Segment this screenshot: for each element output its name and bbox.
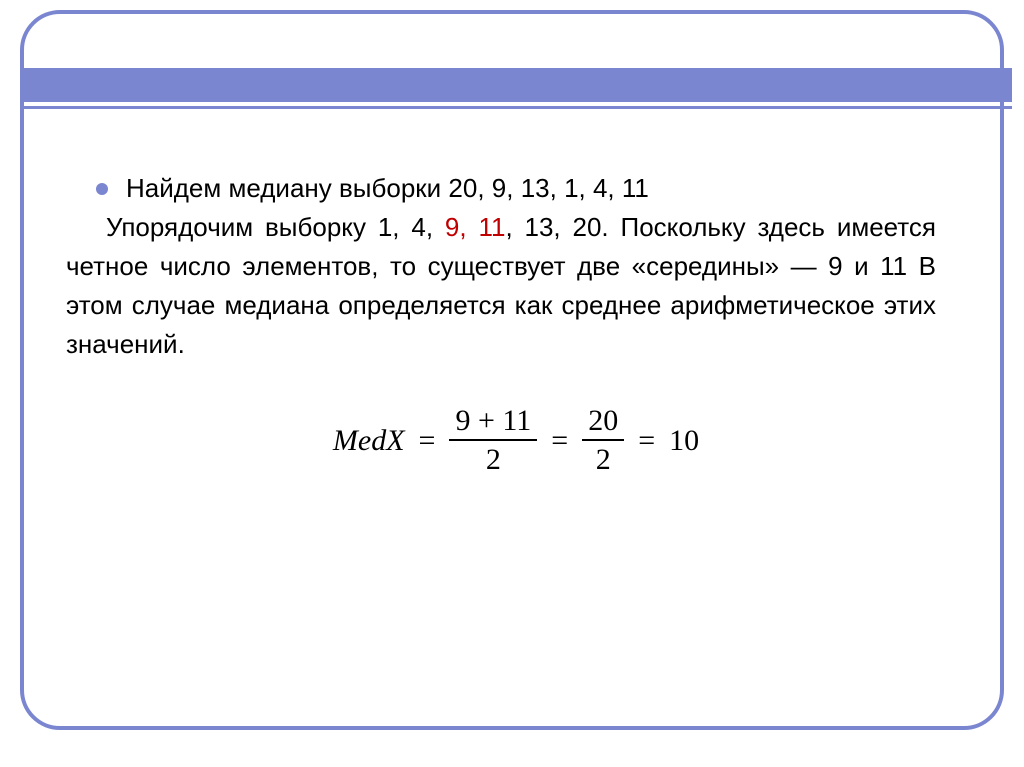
formula: MedX = 9 + 11 2 = 20 2 = 10	[96, 404, 936, 476]
frac1-num: 9 + 11	[449, 404, 537, 441]
content-area: Найдем медиану выборки 20, 9, 13, 1, 4, …	[96, 169, 936, 476]
fraction-2: 20 2	[582, 404, 624, 476]
eq-3: =	[634, 418, 659, 463]
frac2-den: 2	[596, 441, 611, 476]
eq-1: =	[415, 418, 440, 463]
para-highlight: 9, 11	[445, 212, 506, 242]
slide-frame: Найдем медиану выборки 20, 9, 13, 1, 4, …	[20, 10, 1004, 730]
eq-2: =	[547, 418, 572, 463]
formula-result: 10	[669, 418, 699, 463]
frac2-num: 20	[582, 404, 624, 441]
bullet-dot-icon	[96, 183, 108, 195]
header-bar	[20, 68, 1012, 102]
para-part1: Упорядочим выборку 1, 4,	[106, 212, 445, 242]
fraction-1: 9 + 11 2	[449, 404, 537, 476]
formula-inner: MedX = 9 + 11 2 = 20 2 = 10	[333, 404, 699, 476]
header-underline	[20, 106, 1012, 109]
frac1-den: 2	[486, 441, 501, 476]
bullet-item: Найдем медиану выборки 20, 9, 13, 1, 4, …	[96, 169, 936, 208]
bullet-text: Найдем медиану выборки 20, 9, 13, 1, 4, …	[126, 169, 936, 208]
formula-label: MedX	[333, 418, 405, 463]
paragraph: Упорядочим выборку 1, 4, 9, 11, 13, 20. …	[66, 208, 936, 364]
